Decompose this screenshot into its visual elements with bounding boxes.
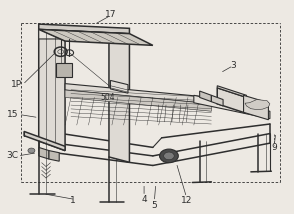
Polygon shape bbox=[217, 86, 246, 97]
Text: 5: 5 bbox=[151, 201, 157, 210]
Circle shape bbox=[28, 148, 35, 153]
Text: 4: 4 bbox=[141, 195, 147, 204]
Polygon shape bbox=[65, 90, 211, 111]
Circle shape bbox=[164, 152, 174, 160]
Polygon shape bbox=[217, 88, 246, 113]
Bar bbox=[56, 63, 72, 77]
Polygon shape bbox=[200, 91, 211, 102]
Polygon shape bbox=[243, 95, 268, 120]
Polygon shape bbox=[111, 80, 128, 93]
Polygon shape bbox=[65, 84, 211, 104]
Text: 3C: 3C bbox=[6, 151, 18, 160]
Polygon shape bbox=[109, 34, 129, 162]
Polygon shape bbox=[194, 95, 270, 119]
Text: 17: 17 bbox=[105, 10, 116, 19]
Circle shape bbox=[160, 149, 178, 163]
Polygon shape bbox=[39, 24, 129, 34]
Polygon shape bbox=[39, 29, 153, 45]
Polygon shape bbox=[245, 100, 270, 110]
Polygon shape bbox=[24, 131, 65, 151]
Polygon shape bbox=[39, 29, 65, 151]
Text: 1P: 1P bbox=[11, 80, 22, 89]
Text: 15: 15 bbox=[7, 110, 19, 119]
Polygon shape bbox=[39, 29, 129, 39]
Text: 1: 1 bbox=[69, 196, 75, 205]
Text: 9: 9 bbox=[271, 143, 277, 152]
Text: 504: 504 bbox=[100, 93, 115, 102]
Polygon shape bbox=[211, 95, 223, 106]
Text: 3: 3 bbox=[230, 61, 236, 70]
Polygon shape bbox=[49, 151, 59, 161]
Text: 12: 12 bbox=[181, 196, 192, 205]
Polygon shape bbox=[39, 147, 49, 159]
